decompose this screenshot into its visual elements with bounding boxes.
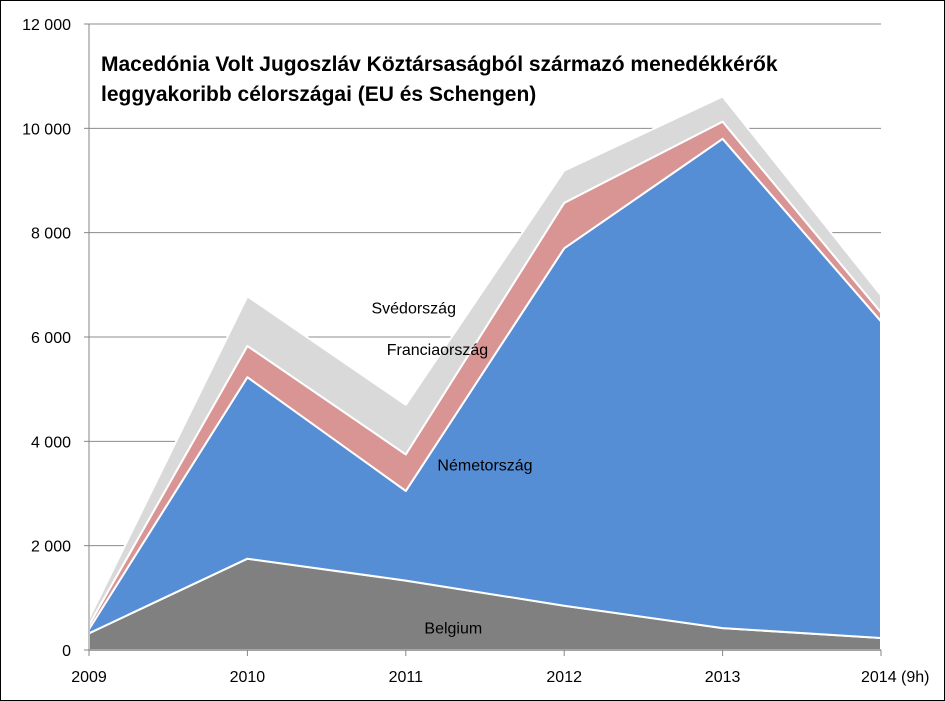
axes: 2009 2010 2011 2012 2013 2014 (9h) <box>71 23 930 686</box>
series-labels: Belgium Németország Franciaország Svédorszá… <box>371 300 532 637</box>
y-tick-label: 2 000 <box>31 539 71 556</box>
series-label-belgium: Belgium <box>424 620 482 637</box>
x-tick-label: 2014 (9h) <box>861 669 930 686</box>
x-tick-label: 2013 <box>705 669 741 686</box>
x-tick-label: 2009 <box>71 669 107 686</box>
y-tick-label: 10 000 <box>22 121 71 138</box>
y-tick-label: 0 <box>62 643 71 660</box>
x-tick-label: 2010 <box>230 669 266 686</box>
chart-title-line-1: Macedónia Volt Jugoszláv Köztársaságból … <box>101 53 778 76</box>
area-svédország <box>88 95 882 626</box>
series-areas <box>88 95 882 651</box>
x-tick-label: 2012 <box>546 669 582 686</box>
y-tick-label: 6 000 <box>31 330 71 347</box>
series-label-franciaország: Franciaország <box>387 342 488 359</box>
chart-title-line-2: leggyakoribb célországai (EU és Schengen… <box>101 83 536 106</box>
y-tick-label: 4 000 <box>31 434 71 451</box>
y-tick-label: 12 000 <box>22 17 71 34</box>
y-tick-label: 8 000 <box>31 226 71 243</box>
series-label-svédország: Svédország <box>371 300 456 317</box>
gridlines: 0 2 000 4 000 6 000 8 000 10 000 12 000 <box>22 17 881 660</box>
x-tick-label: 2011 <box>389 669 424 686</box>
series-label-németország: Németország <box>437 458 532 475</box>
